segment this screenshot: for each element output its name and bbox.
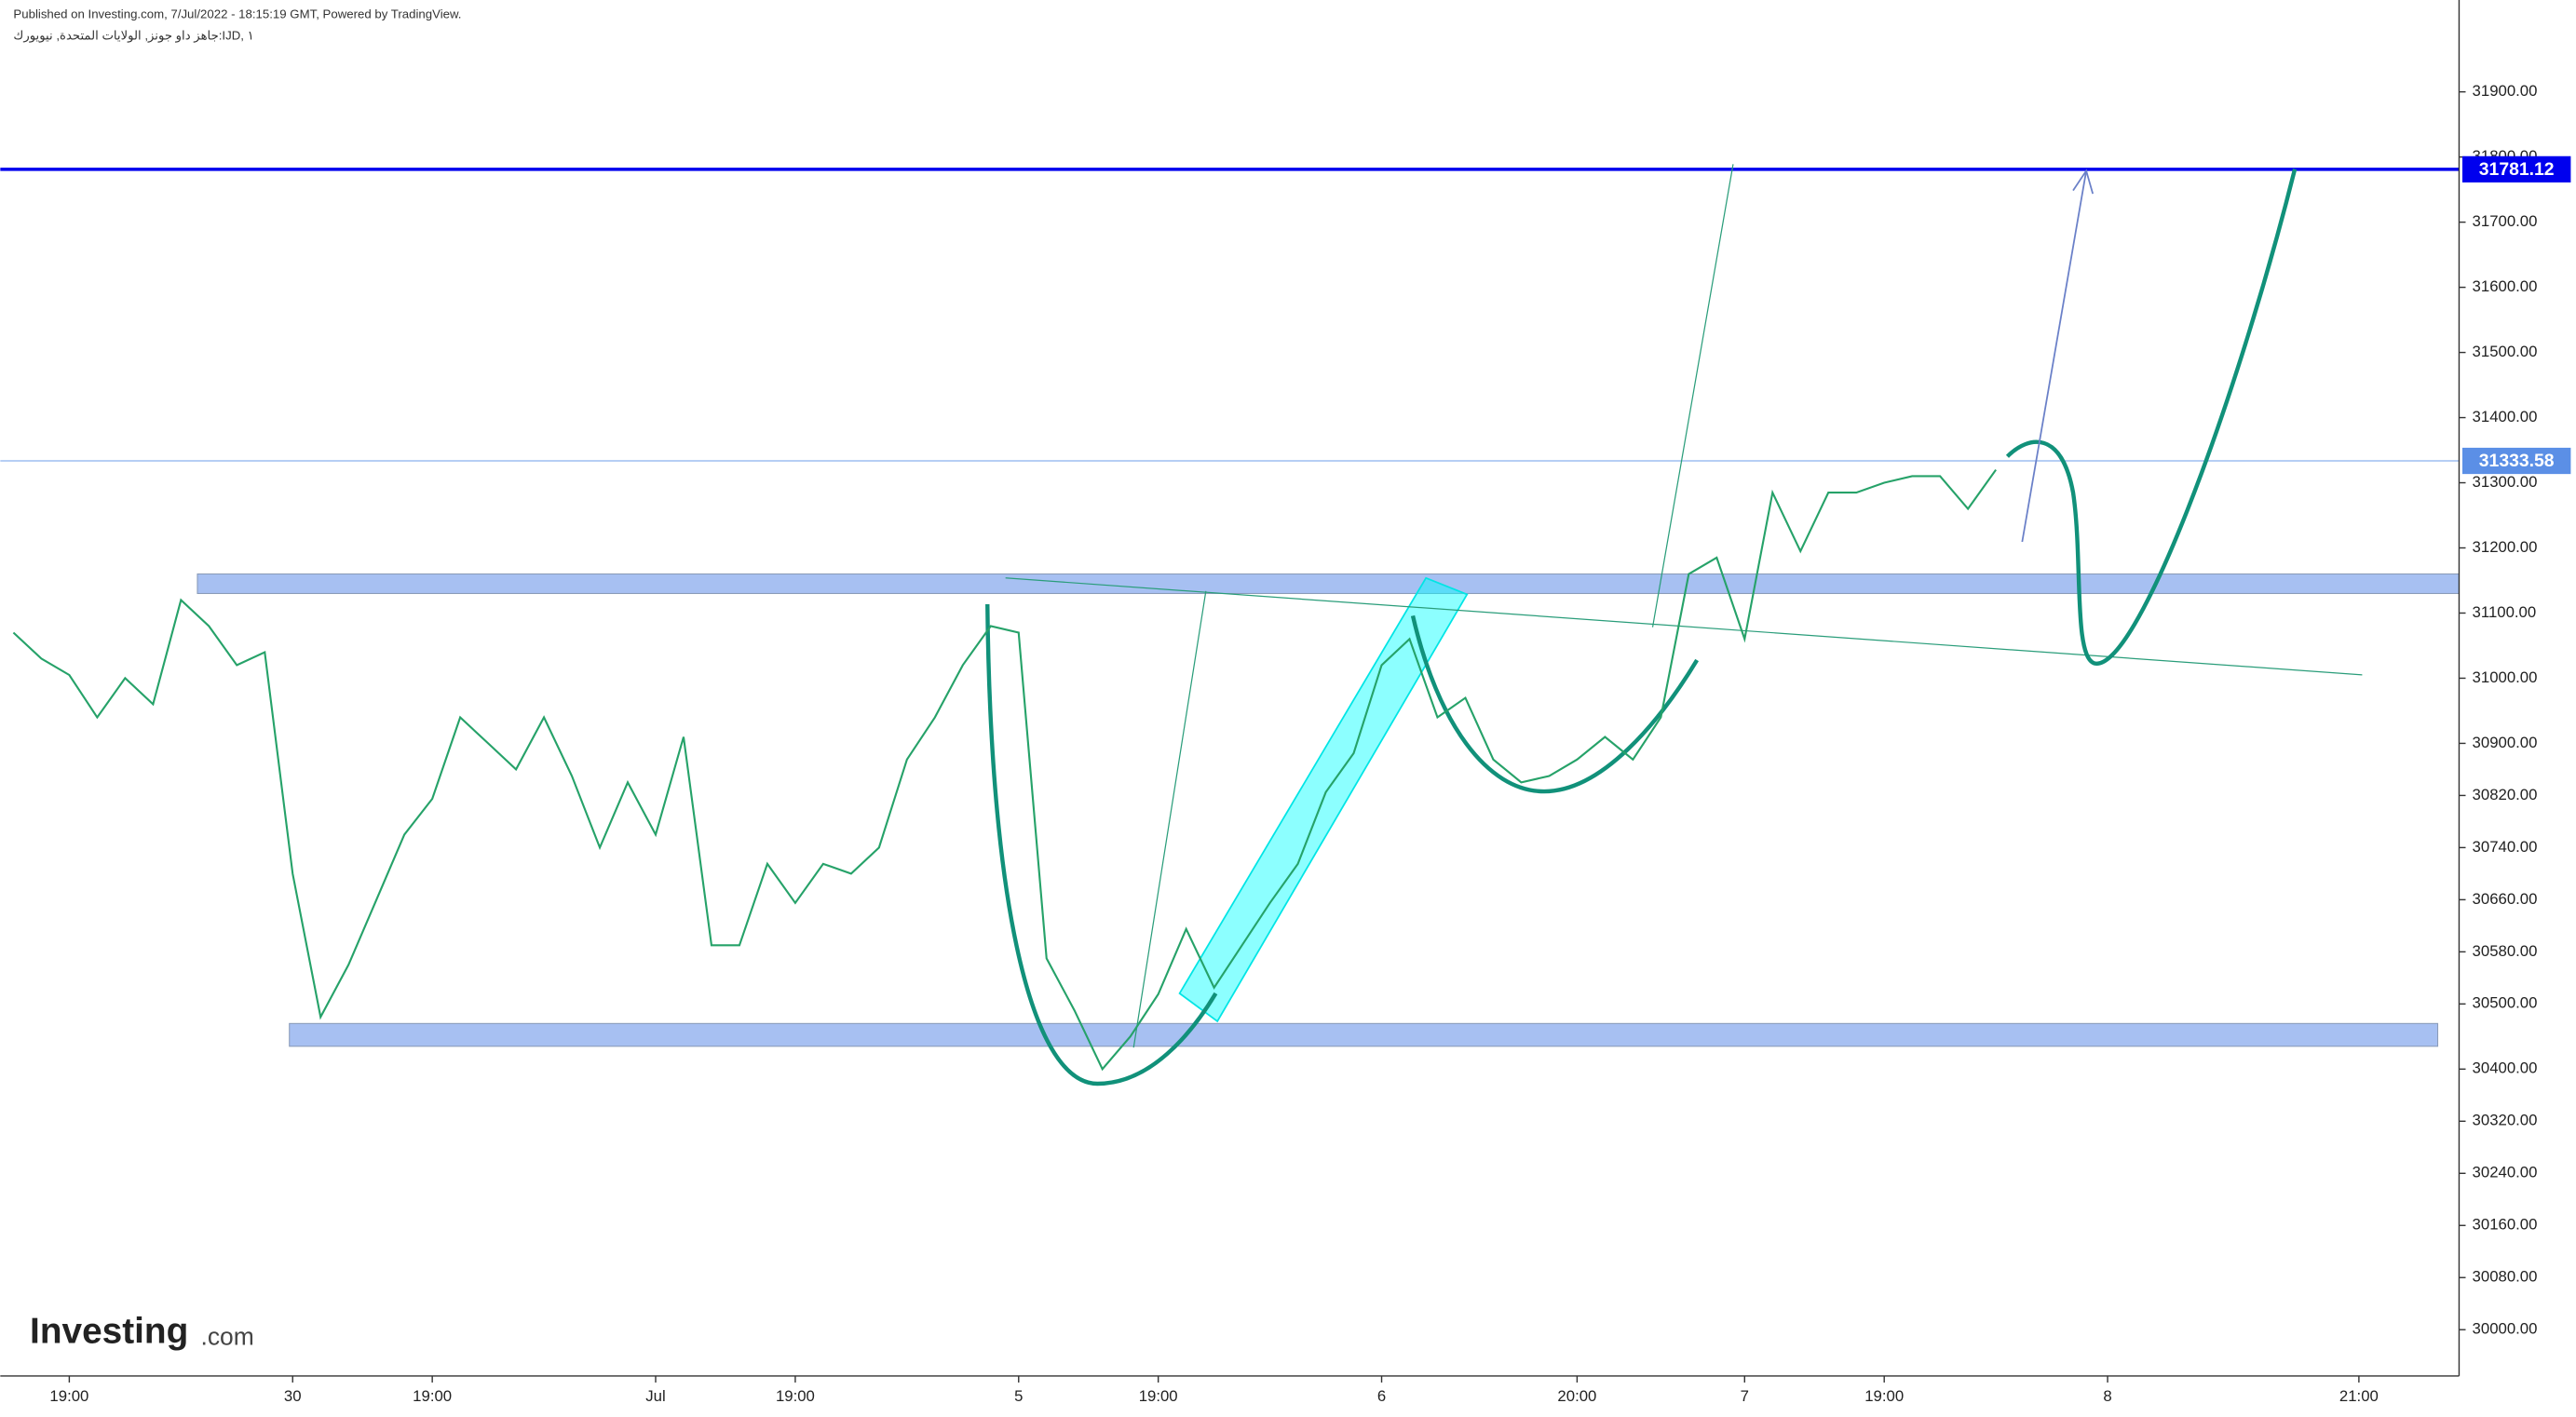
instrument-name: جاهز داو جونز, الولايات المتحدة, نيويورك…: [13, 28, 253, 43]
handle-curve: [1410, 614, 1700, 794]
y-tick-label: 30820.00: [2473, 786, 2538, 803]
x-tick-label: 19:00: [776, 1387, 815, 1405]
y-tick-label: 30080.00: [2473, 1268, 2538, 1286]
level-label-box: [2461, 447, 2571, 475]
trend-line: [1651, 164, 1734, 628]
y-tick-label: 30580.00: [2473, 942, 2538, 960]
y-tick-label: 30500.00: [2473, 994, 2538, 1012]
logo-suffix: .com: [200, 1322, 253, 1350]
y-tick-label: 31000.00: [2473, 668, 2538, 686]
level-label: 31781.12: [2479, 159, 2555, 180]
x-tick-label: 19:00: [1864, 1387, 1904, 1405]
x-tick-label: Jul: [645, 1387, 665, 1405]
level-label: 31333.58: [2479, 451, 2555, 471]
x-tick-label: 7: [1741, 1387, 1749, 1405]
y-tick-label: 30900.00: [2473, 734, 2538, 751]
trend-line: [1005, 577, 2363, 676]
price-line: [12, 468, 1997, 1072]
y-tick-label: 30400.00: [2473, 1059, 2538, 1077]
x-tick-label: 21:00: [2339, 1387, 2379, 1405]
y-tick-label: 30660.00: [2473, 890, 2538, 908]
logo: Investing: [30, 1311, 188, 1351]
x-tick-label: 19:00: [1139, 1387, 1178, 1405]
x-tick-label: 30: [284, 1387, 302, 1405]
y-tick-label: 31700.00: [2473, 212, 2538, 230]
zone: [197, 573, 2460, 595]
y-tick-label: 31900.00: [2473, 82, 2538, 100]
y-tick-label: 30160.00: [2473, 1216, 2538, 1234]
zone: [289, 1022, 2439, 1047]
level-label-box: [2461, 155, 2571, 182]
x-tick-label: 19:00: [49, 1387, 88, 1405]
target-arrow: [2021, 170, 2087, 543]
cup-curve: [985, 603, 1218, 1086]
y-tick-label: 31400.00: [2473, 408, 2538, 425]
arrow-head: [2072, 169, 2095, 195]
y-tick-label: 31200.00: [2473, 538, 2538, 556]
y-tick-label: 30320.00: [2473, 1112, 2538, 1129]
x-tick-label: 5: [1014, 1387, 1023, 1405]
y-tick-label: 30000.00: [2473, 1320, 2538, 1338]
y-tick-label: 31600.00: [2473, 277, 2538, 295]
y-tick-label: 31500.00: [2473, 343, 2538, 360]
y-tick-label: 30240.00: [2473, 1164, 2538, 1181]
x-tick-label: 20:00: [1557, 1387, 1596, 1405]
x-tick-label: 19:00: [413, 1387, 452, 1405]
x-tick-label: 6: [1377, 1387, 1386, 1405]
y-tick-label: 31100.00: [2473, 603, 2537, 621]
forecast-curve: [2005, 169, 2298, 666]
y-tick-label: 31300.00: [2473, 473, 2538, 491]
y-tick-label: 30740.00: [2473, 838, 2538, 856]
trend-line: [1132, 590, 1207, 1048]
x-tick-label: 8: [2103, 1387, 2111, 1405]
published-note: Published on Investing.com, 7/Jul/2022 -…: [13, 7, 461, 20]
